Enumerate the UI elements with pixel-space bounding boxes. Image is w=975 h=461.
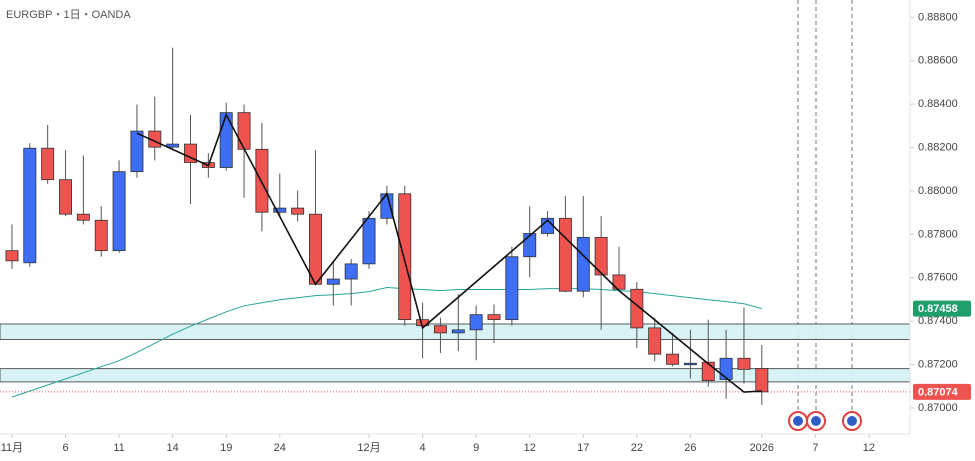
candle-body (255, 148, 269, 213)
candle-body (558, 217, 572, 292)
candle-body (59, 179, 72, 215)
candle-body (701, 361, 715, 382)
ma-price-tag: 0.87458 (918, 303, 958, 315)
candle-body (648, 327, 662, 355)
candle-body (594, 236, 608, 276)
y-tick-label: 0.87600 (918, 272, 958, 284)
x-tick-label: 12 (524, 442, 536, 454)
y-tick-label: 0.88400 (918, 98, 958, 110)
x-tick-label: 14 (167, 442, 179, 454)
x-tick-label: 22 (631, 442, 643, 454)
x-tick-label: 11 (113, 442, 124, 454)
candle-body (451, 329, 465, 334)
candle-body (433, 325, 447, 334)
x-tick-label: 6 (62, 442, 68, 454)
chart-title: EURGBP・1日・OANDA (6, 9, 131, 21)
candle-body (5, 250, 19, 262)
x-tick-label: 24 (274, 442, 286, 454)
candle-body (23, 147, 37, 264)
candle-body (469, 314, 483, 331)
candle-body (737, 357, 751, 370)
candle-body (237, 112, 251, 150)
candle-body (755, 368, 769, 393)
candle-body (666, 353, 680, 365)
x-tick-label: 11月 (1, 442, 23, 454)
x-tick-label: 2026 (750, 442, 774, 454)
event-icon (847, 416, 857, 426)
candle-body (487, 314, 501, 321)
event-icon (793, 416, 803, 426)
candle-body (683, 362, 697, 366)
candle-body (94, 219, 108, 252)
event-markers[interactable] (788, 411, 862, 431)
y-tick-label: 0.87200 (918, 358, 958, 370)
candle-body (309, 213, 322, 285)
candle-body (291, 207, 305, 215)
candle-body (130, 130, 144, 173)
zigzag-line (136, 112, 762, 393)
event-lines (797, 0, 853, 434)
y-tick-label: 0.88000 (918, 185, 958, 197)
zone (0, 368, 911, 383)
x-tick-label: 19 (220, 442, 232, 454)
candle-body (166, 143, 180, 148)
candle-body (344, 263, 358, 280)
candle-body (112, 171, 126, 252)
candle-body (380, 193, 394, 219)
candle-body (273, 207, 287, 213)
event-icon (811, 416, 821, 426)
y-tick-label: 0.87800 (918, 228, 958, 240)
candle-body (76, 213, 90, 221)
y-tick-label: 0.88800 (918, 11, 958, 23)
y-tick-label: 0.87000 (918, 402, 958, 414)
candle-body (398, 193, 412, 321)
x-tick-label: 26 (684, 442, 696, 454)
last-price-tag: 0.87074 (918, 386, 959, 398)
candle-body (219, 112, 233, 168)
candle-body (719, 357, 733, 380)
y-tick-label: 0.87400 (918, 315, 958, 327)
plot-area (0, 0, 910, 434)
candle-body (41, 147, 55, 181)
x-tick-label: 4 (420, 442, 426, 454)
candle-body (505, 256, 519, 321)
x-tick-label: 7 (812, 442, 818, 454)
candle-body (184, 143, 197, 163)
candle-body (612, 274, 626, 290)
x-tick-label: 17 (577, 442, 589, 454)
y-tick-label: 0.88200 (918, 141, 958, 153)
candle-body (576, 236, 590, 292)
y-tick-label: 0.88600 (918, 55, 958, 67)
candle-body (523, 233, 537, 258)
x-tick-label: 9 (473, 442, 479, 454)
last-price-tag-bg (913, 383, 971, 400)
x-tick-label: 12月 (357, 442, 380, 454)
candle-body (630, 288, 644, 329)
x-tick-label: 12 (863, 442, 875, 454)
ma-price-tag-bg (913, 300, 971, 317)
candle-body (362, 217, 376, 265)
candle-body (326, 278, 340, 285)
